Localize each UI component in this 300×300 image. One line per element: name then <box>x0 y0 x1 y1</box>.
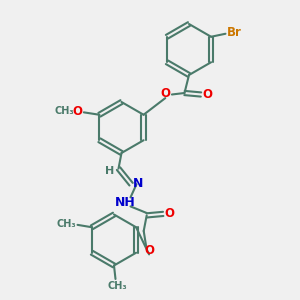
Text: CH₃: CH₃ <box>55 106 74 116</box>
Text: O: O <box>72 105 82 118</box>
Text: O: O <box>145 244 155 257</box>
Text: CH₃: CH₃ <box>107 280 127 291</box>
Text: NH: NH <box>115 196 136 209</box>
Text: H: H <box>106 166 115 176</box>
Text: N: N <box>133 177 143 190</box>
Text: O: O <box>202 88 213 101</box>
Text: CH₃: CH₃ <box>56 219 76 229</box>
Text: O: O <box>160 87 170 101</box>
Text: Br: Br <box>226 26 241 39</box>
Text: O: O <box>165 207 175 220</box>
